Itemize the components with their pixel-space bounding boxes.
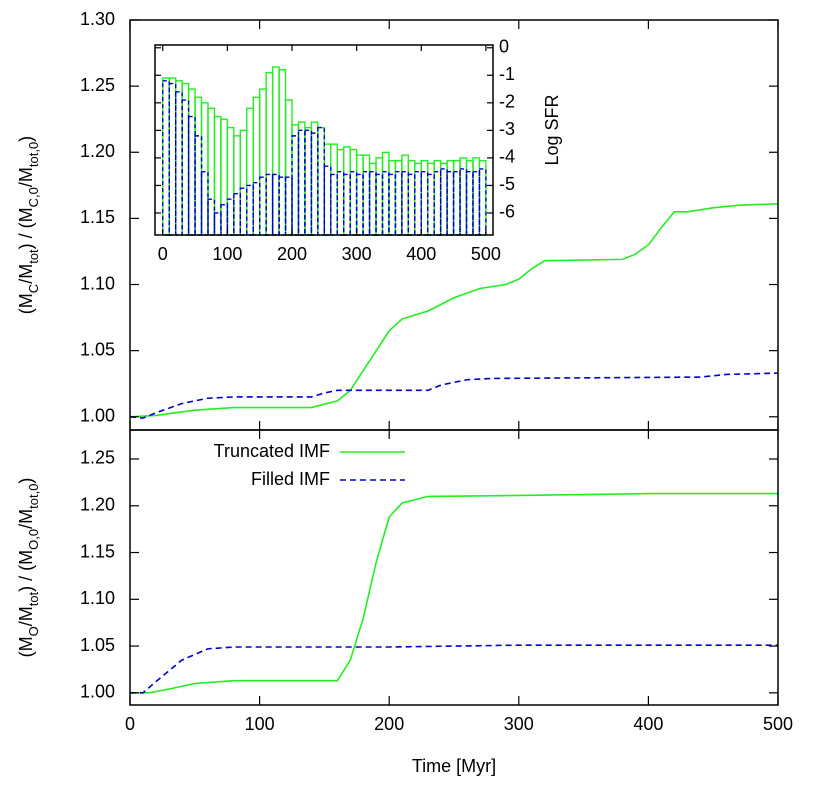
y-tick-label: -2: [499, 92, 515, 112]
y-tick-label: 1.05: [80, 635, 115, 655]
y-tick-label: 0: [499, 37, 509, 57]
y-axis-label-part: (M: [16, 293, 36, 314]
y-tick-label: -1: [499, 64, 515, 84]
y-tick-label: 1.10: [80, 588, 115, 608]
y-axis-label-part: O,0: [26, 529, 41, 550]
y-tick-label: 1.00: [80, 406, 115, 426]
x-tick-label: 100: [245, 714, 275, 734]
y-axis-label: (MO/Mtot) / (MO,0/Mtot,0): [16, 478, 41, 658]
y-axis-label-part: /M: [16, 606, 36, 626]
hist-bar: [258, 176, 267, 236]
y-axis-label: (MC/Mtot) / (MC,0/Mtot,0): [16, 136, 41, 314]
y-axis-label-part: tot,0: [26, 484, 41, 509]
y-axis-label-part: tot,0: [26, 142, 41, 167]
y-tick-label: 1.25: [80, 75, 115, 95]
y-tick-label: -3: [499, 119, 515, 139]
y-tick-label: 1.15: [80, 541, 115, 561]
y-axis-label: Log SFR: [542, 94, 562, 165]
y-tick-label: 1.05: [80, 339, 115, 359]
x-tick-label: 300: [504, 714, 534, 734]
data-line: [130, 492, 778, 694]
x-tick-label: 200: [277, 244, 307, 264]
y-tick-label: 1.25: [80, 448, 115, 468]
hist-bar: [252, 181, 261, 236]
y-tick-label: 1.20: [80, 141, 115, 161]
y-tick-label: -6: [499, 202, 515, 222]
data-line: [129, 372, 779, 419]
x-tick-label: 400: [633, 714, 663, 734]
x-tick-label: 400: [406, 244, 436, 264]
x-tick-label: 500: [763, 714, 793, 734]
y-axis-label-part: ): [16, 136, 36, 142]
y-axis-label-part: /M: [16, 167, 36, 187]
y-axis-label-part: (M: [16, 636, 36, 657]
y-tick-label: 1.00: [80, 682, 115, 702]
hist-bar: [317, 126, 326, 236]
legend-label: Filled IMF: [251, 469, 330, 489]
y-axis-label-part: ): [16, 478, 36, 484]
legend-label: Truncated IMF: [214, 441, 330, 461]
y-tick-label: 1.30: [80, 9, 115, 29]
y-axis-label-part: C,0: [26, 187, 41, 207]
y-axis-label-part: C: [26, 284, 41, 293]
x-tick-label: 200: [374, 714, 404, 734]
y-axis-label-part: /M: [16, 264, 36, 284]
x-tick-label: 500: [471, 244, 501, 264]
y-tick-label: 1.15: [80, 207, 115, 227]
hist-bar: [478, 168, 487, 236]
hist-bar: [459, 168, 468, 236]
data-line: [129, 203, 779, 418]
y-axis-label-part: ) / (M: [16, 550, 36, 592]
y-axis-label-part: ) / (M: [16, 207, 36, 249]
x-axis-label: Time [Myr]: [412, 756, 496, 776]
data-line: [130, 644, 778, 694]
plot-frame: [129, 429, 779, 706]
y-axis-label-part: /M: [16, 509, 36, 529]
y-tick-label: -4: [499, 147, 515, 167]
y-tick-label: 1.20: [80, 495, 115, 515]
y-tick-label: 1.10: [80, 273, 115, 293]
x-tick-label: 100: [212, 244, 242, 264]
x-tick-label: 0: [125, 714, 135, 734]
y-axis-label-part: tot: [26, 591, 41, 606]
y-axis-label-part: tot: [26, 249, 41, 264]
y-tick-label: -5: [499, 174, 515, 194]
x-tick-label: 0: [158, 244, 168, 264]
y-axis-label-part: O: [26, 626, 41, 636]
hist-bar: [439, 168, 448, 236]
plot-frame: [154, 44, 494, 236]
x-tick-label: 300: [342, 244, 372, 264]
